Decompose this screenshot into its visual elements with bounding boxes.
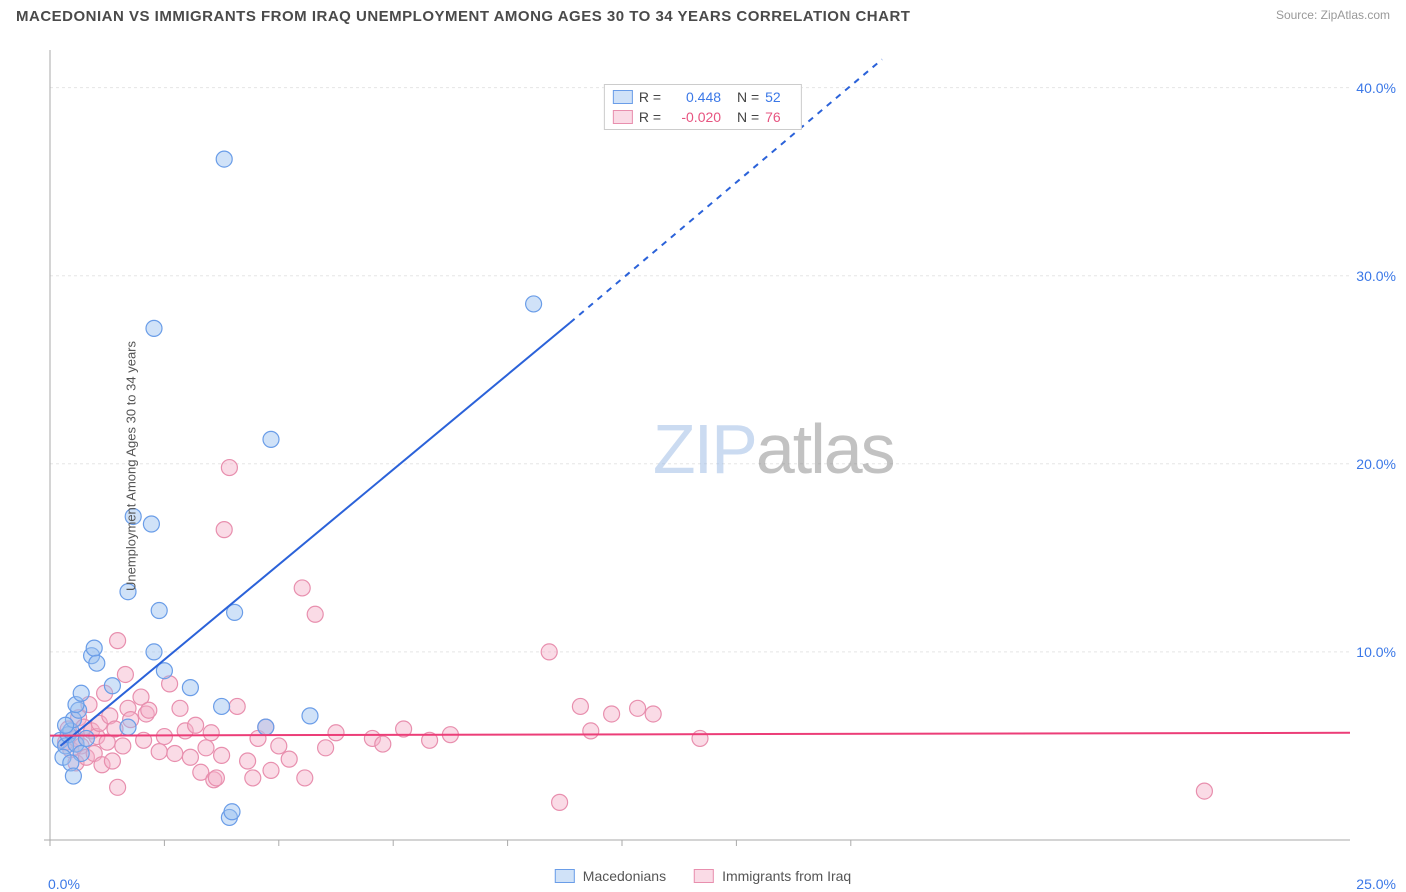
legend-swatch-iraq [694,869,714,883]
source-name: ZipAtlas.com [1321,8,1390,22]
x-origin-label: 0.0% [48,876,80,892]
y-tick-label: 40.0% [1356,80,1396,96]
legend-label-iraq: Immigrants from Iraq [722,868,851,884]
source-label: Source: [1276,8,1321,22]
r-value-iraq: -0.020 [667,109,721,125]
stats-legend: R = 0.448 N = 52 R = -0.020 N = 76 [604,84,802,130]
series-legend: Macedonians Immigrants from Iraq [555,868,851,884]
legend-label-macedonian: Macedonians [583,868,666,884]
source-attribution: Source: ZipAtlas.com [1276,8,1390,22]
title-bar: MACEDONIAN VS IMMIGRANTS FROM IRAQ UNEMP… [0,0,1406,25]
y-tick-label: 30.0% [1356,268,1396,284]
n-label-2: N = [737,109,759,125]
y-axis-label: Unemployment Among Ages 30 to 34 years [124,341,139,591]
n-value-macedonian: 52 [765,89,793,105]
swatch-iraq [613,110,633,124]
plot-area: Unemployment Among Ages 30 to 34 years Z… [0,40,1406,892]
y-tick-label: 20.0% [1356,456,1396,472]
legend-item-iraq: Immigrants from Iraq [694,868,851,884]
scatter-chart-svg [0,40,1406,892]
stats-row-iraq: R = -0.020 N = 76 [613,107,793,127]
y-tick-label: 10.0% [1356,644,1396,660]
r-label: R = [639,89,661,105]
x-max-label: 25.0% [1356,876,1396,892]
legend-item-macedonian: Macedonians [555,868,666,884]
stats-row-macedonian: R = 0.448 N = 52 [613,87,793,107]
legend-swatch-macedonian [555,869,575,883]
r-value-macedonian: 0.448 [667,89,721,105]
chart-title: MACEDONIAN VS IMMIGRANTS FROM IRAQ UNEMP… [16,8,910,25]
n-value-iraq: 76 [765,109,793,125]
n-label: N = [737,89,759,105]
swatch-macedonian [613,90,633,104]
r-label-2: R = [639,109,661,125]
